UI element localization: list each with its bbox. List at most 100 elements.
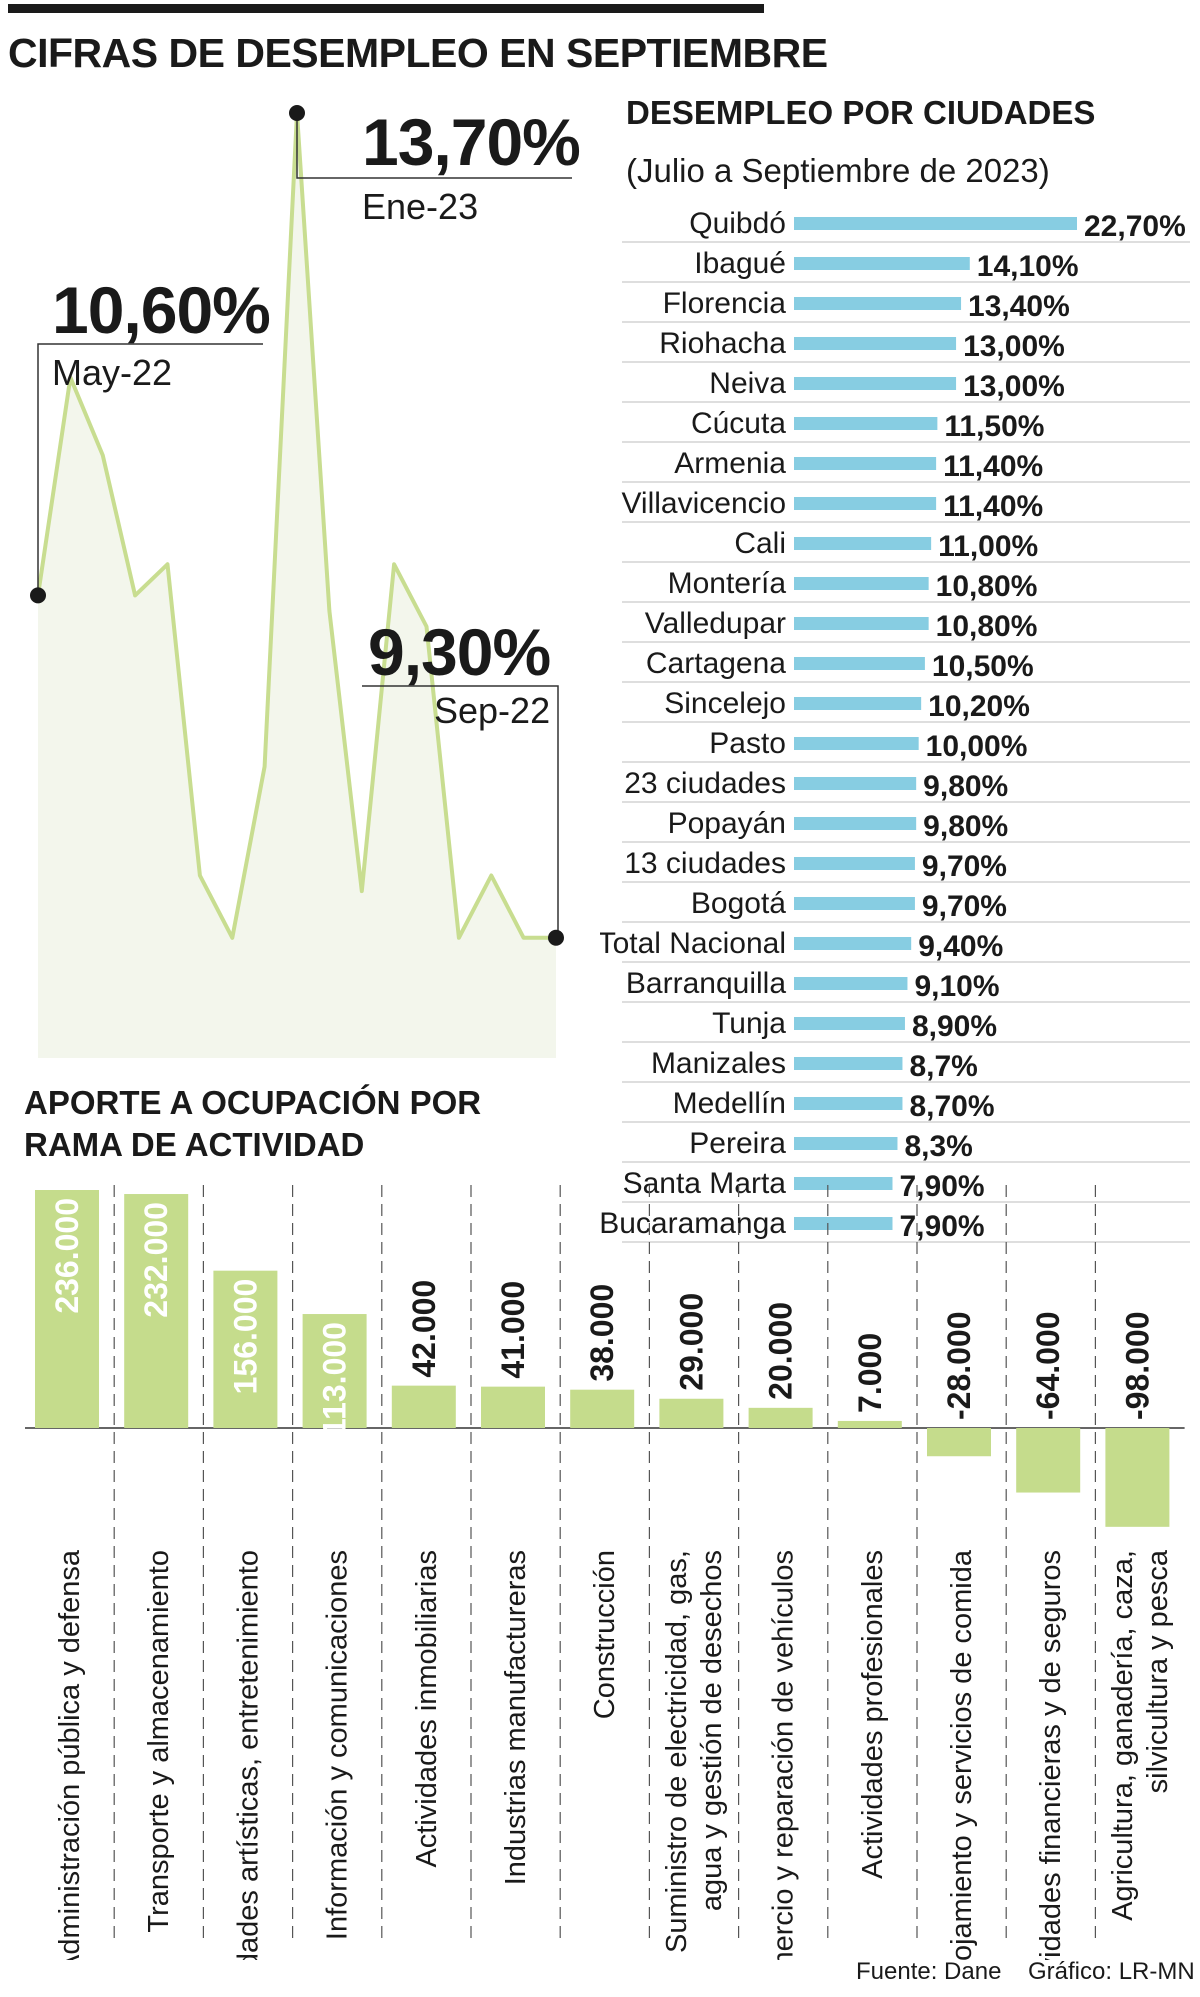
callout-ene23-leader: [296, 113, 572, 179]
activity-bar: [35, 1190, 99, 1428]
activity-bar: [391, 1385, 456, 1428]
activity-value-label: -64.000: [1030, 1311, 1066, 1420]
activity-value-label: -98.000: [1119, 1311, 1155, 1420]
city-label: Sincelejo: [664, 687, 786, 720]
city-bar: [794, 657, 925, 670]
city-label: Pereira: [689, 1127, 786, 1160]
callout-may22-date: May-22: [52, 352, 173, 393]
activity-category-label: Administración pública y defensa: [54, 1549, 86, 1960]
city-bar: [794, 937, 912, 950]
city-value-label: 13,40%: [968, 290, 1070, 323]
activity-bar: [213, 1270, 278, 1428]
city-value-label: 7,90%: [899, 1170, 984, 1203]
city-label: Popayán: [668, 807, 786, 840]
city-bar: [794, 1137, 898, 1150]
activity-bar: [481, 1386, 545, 1428]
callout-sep22-leader: [362, 685, 559, 938]
activity-category-label: Industrias manufactureras: [500, 1550, 532, 1885]
activity-bar-chart: 236.000 Administración pública y defensa 2…: [25, 1185, 1185, 1960]
city-value-label: 9,80%: [923, 810, 1008, 843]
activity-value-label: 236.000: [49, 1198, 85, 1314]
activity-bar: [659, 1398, 724, 1428]
callout-ene23-value: 13,70%: [362, 105, 581, 179]
city-chart-subtitle: (Julio a Septiembre de 2023): [626, 152, 1050, 189]
city-chart-title: DESEMPLEO POR CIUDADES: [626, 94, 1096, 131]
city-bar: [794, 617, 929, 630]
activity-bar: [302, 1314, 367, 1428]
city-label: Ibagué: [694, 247, 786, 280]
city-bar: [794, 817, 917, 830]
city-label: Tunja: [712, 1007, 786, 1040]
city-bar: [794, 897, 915, 910]
city-label: Neiva: [709, 367, 786, 400]
activity-bar: [748, 1407, 813, 1428]
city-bar: [794, 697, 922, 710]
city-bar: [794, 377, 957, 390]
city-bar: [794, 217, 1077, 230]
city-bar: [794, 457, 937, 470]
city-value-label: 22,70%: [1084, 210, 1186, 243]
activity-title-line1: APORTE A OCUPACIÓN POR: [24, 1084, 482, 1121]
callout-sep22-value: 9,30%: [368, 615, 551, 689]
city-value-label: 10,50%: [932, 650, 1034, 683]
line-chart: [30, 105, 572, 1058]
city-bar: [794, 497, 937, 510]
activity-category-label: Actividades inmobiliarias: [411, 1550, 443, 1868]
city-label: Montería: [668, 567, 787, 600]
highlight-point-ene23: [289, 105, 305, 121]
callout-may22-leader: [37, 343, 263, 596]
city-value-label: 10,00%: [926, 730, 1028, 763]
activity-category-label: Construcción: [589, 1550, 621, 1719]
city-bar: [794, 297, 962, 310]
city-value-label: 11,00%: [938, 530, 1038, 563]
activity-value-label: 41.000: [495, 1281, 531, 1379]
city-label: Cartagena: [646, 647, 786, 680]
city-bar: [794, 1057, 903, 1070]
city-value-label: 8,90%: [912, 1010, 997, 1043]
activity-category-label: Transporte y almacenamiento: [143, 1550, 175, 1933]
city-value-label: 9,10%: [914, 970, 999, 1003]
source-note: Fuente: Dane: [856, 1958, 1002, 1985]
city-label: Bucaramanga: [600, 1207, 786, 1240]
activity-category-label: Suministro de electricidad, gas,: [661, 1550, 693, 1953]
activity-value-label: 232.000: [138, 1202, 174, 1318]
activity-bar: [124, 1194, 189, 1428]
city-value-label: 11,40%: [943, 490, 1043, 523]
activity-category-label: Actividades artísticas, entretenimiento: [232, 1550, 264, 1960]
city-value-label: 11,50%: [944, 410, 1044, 443]
city-label: Cali: [734, 527, 786, 560]
city-label: 23 ciudades: [624, 767, 786, 800]
activity-category-label: Agricultura, ganadería, caza,: [1107, 1550, 1139, 1921]
city-bar: [794, 1097, 903, 1110]
city-label: Bogotá: [691, 887, 786, 920]
city-value-label: 9,80%: [923, 770, 1008, 803]
city-value-label: 10,80%: [936, 570, 1038, 603]
activity-category-label: Información y comunicaciones: [322, 1550, 354, 1940]
callout-may22-value: 10,60%: [52, 273, 271, 347]
city-label: Total Nacional: [600, 927, 786, 960]
city-label: 13 ciudades: [624, 847, 786, 880]
activity-bar: [927, 1428, 991, 1457]
top-rule: [8, 4, 764, 13]
city-value-label: 11,40%: [943, 450, 1043, 483]
city-label: Manizales: [651, 1047, 786, 1080]
city-label: Quibdó: [689, 207, 786, 240]
city-value-label: 13,00%: [963, 330, 1065, 363]
city-bar: [794, 1017, 905, 1030]
city-label: Barranquilla: [626, 967, 786, 1000]
activity-bar: [1105, 1428, 1170, 1527]
highlight-point-may22: [30, 587, 46, 604]
activity-value-label: 7.000: [852, 1333, 888, 1413]
city-bar: [794, 857, 915, 870]
city-label: Riohacha: [659, 327, 786, 360]
highlight-point-sep22: [548, 929, 564, 946]
activity-bar: [570, 1389, 635, 1428]
city-value-label: 8,70%: [909, 1090, 994, 1123]
city-bar: [794, 537, 932, 550]
activity-category-label: Comercio y reparación de vehículos: [768, 1550, 800, 1960]
activity-value-label: 29.000: [673, 1293, 709, 1391]
city-label: Pasto: [709, 727, 786, 760]
city-bar: [794, 257, 970, 270]
city-value-label: 9,70%: [922, 890, 1007, 923]
city-bar: [794, 1217, 893, 1230]
